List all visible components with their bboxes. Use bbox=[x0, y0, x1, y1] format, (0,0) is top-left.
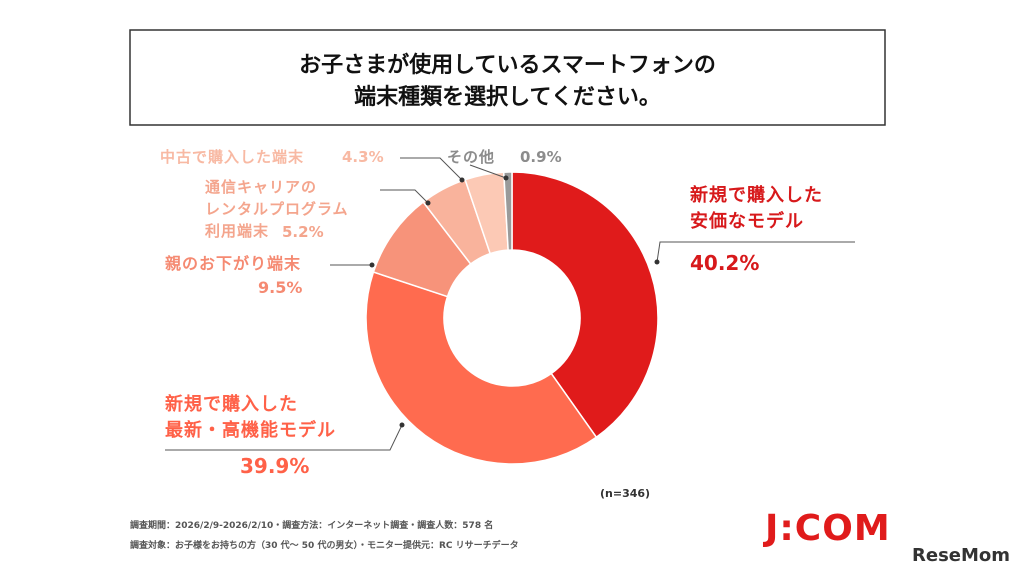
sample-size: (n=346) bbox=[600, 487, 651, 500]
leader-dot bbox=[654, 259, 660, 265]
leader-line bbox=[380, 189, 429, 204]
value-label: 9.5% bbox=[258, 278, 303, 297]
leader-dot bbox=[425, 200, 431, 206]
category-label: 中古で購入した端末 bbox=[160, 148, 305, 166]
leader-line bbox=[469, 164, 507, 179]
title-box bbox=[129, 29, 886, 126]
category-label: その他 bbox=[447, 148, 496, 166]
value-label: 4.3% bbox=[342, 148, 384, 166]
leader-dot bbox=[369, 262, 375, 268]
leader-dot bbox=[503, 175, 509, 181]
logo: J:COM bbox=[765, 508, 891, 549]
value-label: 40.2% bbox=[690, 251, 760, 275]
leader-line bbox=[656, 241, 855, 263]
donut-slice bbox=[502, 171, 513, 251]
category-label: 通信キャリアの レンタルプログラム 利用端末 bbox=[205, 178, 349, 240]
donut-slice bbox=[365, 271, 598, 465]
category-label: 新規で購入した 最新・高機能モデル bbox=[165, 394, 336, 441]
value-label: 0.9% bbox=[520, 148, 562, 166]
leader-line bbox=[165, 424, 403, 451]
watermark: ReseMom bbox=[912, 545, 1011, 566]
category-label: 親のお下がり端末 bbox=[165, 254, 302, 273]
value-label: 5.2% bbox=[282, 223, 324, 241]
leader-dot bbox=[399, 422, 405, 428]
note: 調査対象：お子様をお持ちの方（30 代～ 50 代の男女）・モニター提供元：RC… bbox=[130, 541, 519, 551]
category-label: 新規で購入した 安価なモデル bbox=[690, 185, 823, 232]
leader-dot bbox=[459, 177, 465, 183]
donut-slice bbox=[511, 171, 659, 439]
leader-line bbox=[400, 157, 463, 181]
note: 調査期間：2026/2/9-2026/2/10・調査方法：インターネット調査・調… bbox=[130, 521, 494, 531]
chart-title: お子さまが使用しているスマートフォンの 端末種類を選択してください。 bbox=[299, 53, 716, 110]
value-label: 39.9% bbox=[240, 454, 310, 478]
